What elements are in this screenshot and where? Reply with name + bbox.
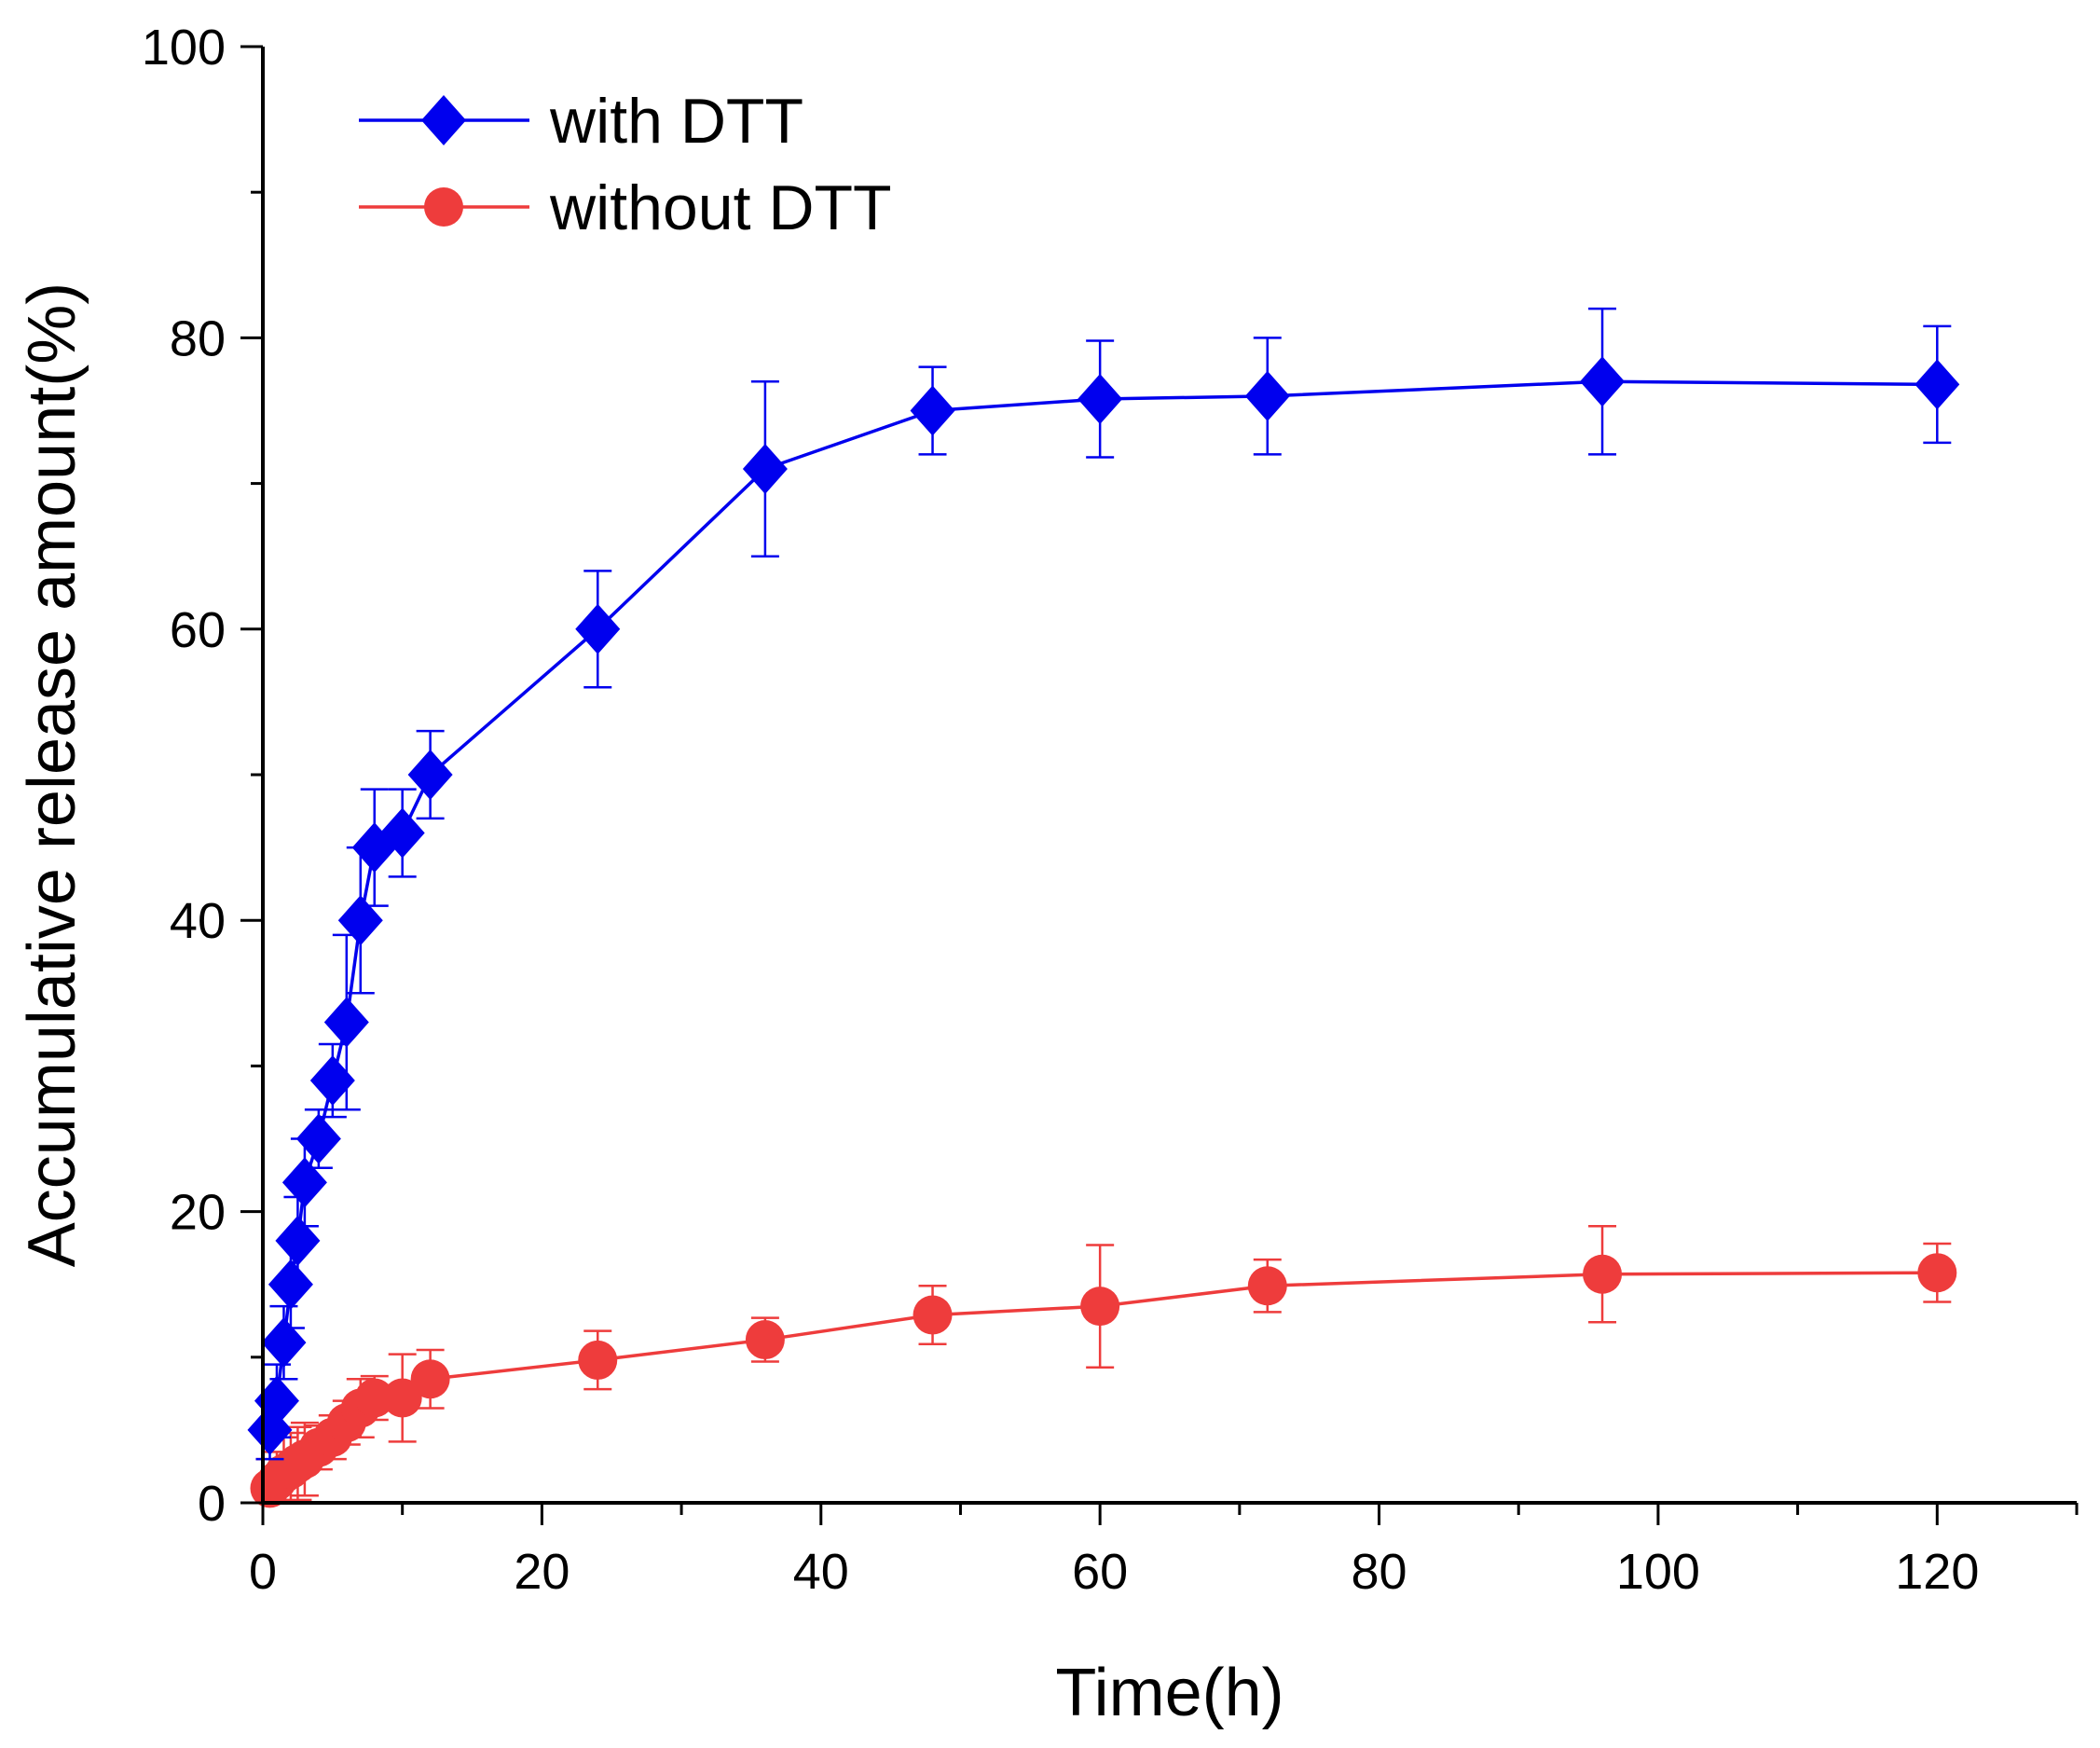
data-point [323, 997, 369, 1048]
x-tick-label: 100 [1616, 1544, 1700, 1600]
data-point [1580, 356, 1626, 407]
data-point [575, 603, 621, 654]
data-point [742, 443, 788, 494]
data-point [913, 1295, 953, 1335]
data-point [1244, 370, 1290, 421]
y-tick-label: 60 [170, 602, 226, 658]
data-point [254, 1375, 299, 1426]
x-tick-label: 0 [249, 1544, 277, 1600]
data-point [410, 1359, 450, 1399]
data-point [1583, 1254, 1623, 1294]
data-point [1915, 359, 1960, 410]
data-point [1077, 374, 1123, 425]
data-point [382, 1378, 422, 1418]
legend-marker [424, 187, 463, 227]
y-tick-label: 100 [142, 20, 226, 76]
data-point [910, 385, 955, 436]
data-point [309, 1055, 355, 1107]
x-tick-label: 120 [1895, 1544, 1979, 1600]
data-point [379, 807, 425, 859]
x-tick-label: 60 [1072, 1544, 1128, 1600]
data-point [578, 1340, 618, 1380]
data-point [1247, 1266, 1287, 1306]
data-point [1080, 1287, 1120, 1327]
data-point [745, 1320, 785, 1360]
legend: with DTT without DTT [359, 86, 892, 243]
x-tick-label: 80 [1351, 1544, 1407, 1600]
x-axis-title: Time(h) [1055, 1656, 1283, 1730]
y-tick-label: 40 [170, 893, 226, 949]
series-with-dtt [247, 307, 1960, 1461]
y-tick-label: 20 [170, 1185, 226, 1241]
y-axis-title: Accumulative release amount(%) [15, 282, 89, 1267]
plot-marks [247, 307, 1960, 1508]
data-point [281, 1157, 327, 1208]
data-point [407, 750, 453, 800]
data-point [275, 1215, 321, 1266]
data-point [1917, 1253, 1957, 1293]
data-point [268, 1259, 313, 1310]
axes: 0 20 40 60 80 100 120 0 20 40 60 80 100 Time(h) Accumu… [15, 20, 2079, 1730]
data-point [354, 1378, 394, 1418]
data-point [295, 1113, 341, 1164]
x-tick-label: 20 [514, 1544, 570, 1600]
y-tick-label: 80 [170, 310, 226, 366]
series-without-dtt [250, 1224, 1957, 1508]
data-point [261, 1317, 307, 1369]
y-tick-label: 0 [198, 1476, 226, 1532]
legend-label: with DTT [549, 86, 803, 157]
legend-label: without DTT [549, 172, 892, 243]
x-tick-label: 40 [793, 1544, 849, 1600]
data-point [337, 895, 383, 946]
legend-marker [421, 95, 466, 145]
